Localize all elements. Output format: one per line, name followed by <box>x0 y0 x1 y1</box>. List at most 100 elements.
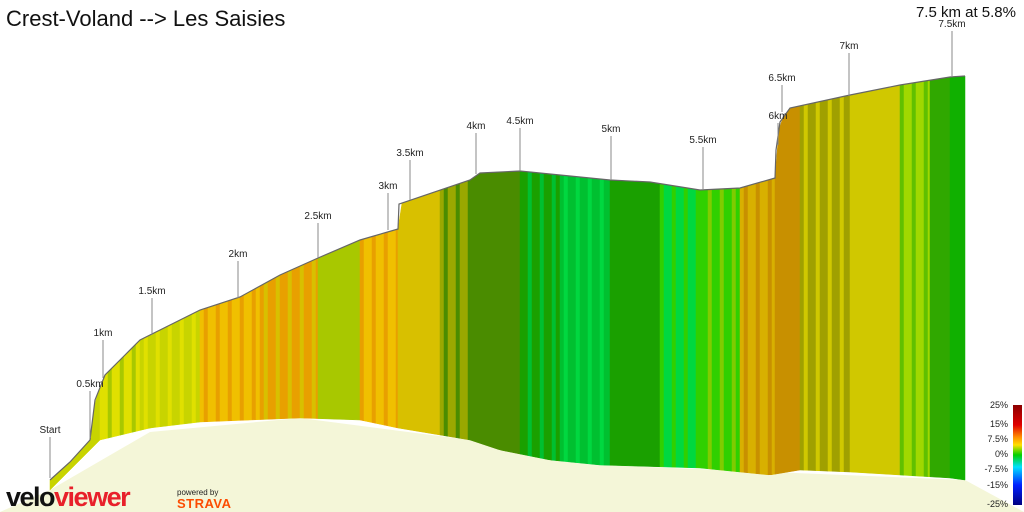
km-marker-label: 7km <box>840 41 859 52</box>
gradient-segment <box>135 339 141 432</box>
gradient-segment <box>505 171 511 453</box>
gradient-legend: 25% 15% 7.5% 0% -7.5% -15% -25% <box>975 400 1024 512</box>
km-marker-label: 1km <box>94 328 113 339</box>
gradient-segment <box>151 331 157 429</box>
gradient-segment <box>641 181 647 467</box>
gradient-segment <box>429 191 435 435</box>
gradient-segment <box>543 173 549 460</box>
gradient-segment <box>861 91 867 474</box>
gradient-segment <box>539 172 545 460</box>
gradient-segment <box>315 257 319 419</box>
gradient-segment <box>923 80 929 477</box>
gradient-segment <box>961 75 966 481</box>
strava-logo[interactable]: STRAVA <box>177 496 232 511</box>
gradient-segment <box>227 299 233 422</box>
gradient-segment <box>645 181 651 467</box>
chart-title: Crest-Voland --> Les Saisies <box>6 6 286 31</box>
gradient-segment <box>857 92 863 473</box>
gradient-segment <box>447 185 453 438</box>
gradient-segment <box>869 89 875 474</box>
gradient-segment <box>571 175 577 463</box>
gradient-segment <box>747 184 753 474</box>
gradient-segment <box>527 171 533 457</box>
gradient-segment <box>786 107 792 473</box>
gradient-segment <box>735 187 741 473</box>
gradient-segment <box>391 229 397 428</box>
gradient-segment <box>219 301 225 422</box>
gradient-segment <box>207 305 213 422</box>
gradient-segment <box>187 313 193 424</box>
gradient-segment <box>865 90 871 474</box>
gradient-segment <box>179 317 185 425</box>
gradient-segment <box>739 186 745 473</box>
gradient-segment <box>345 243 351 420</box>
gradient-segment <box>469 176 475 442</box>
gradient-segment <box>559 174 565 462</box>
gradient-segment <box>259 283 265 420</box>
gradient-segment <box>413 197 419 432</box>
gradient-segment <box>139 337 145 431</box>
gradient-segment <box>191 311 197 424</box>
gradient-segment <box>111 363 117 438</box>
gradient-segment <box>349 242 355 421</box>
gradient-segment <box>937 77 943 478</box>
gradient-segment <box>607 179 611 466</box>
gradient-segment <box>509 171 515 454</box>
gradient-segment <box>455 183 461 439</box>
gradient-segment <box>247 289 253 421</box>
gradient-segment <box>459 181 465 440</box>
gradient-segment <box>823 99 829 472</box>
gradient-segment <box>119 355 125 436</box>
km-marker-label: 7.5km <box>938 19 965 30</box>
gradient-segment <box>687 187 693 469</box>
gradient-segment <box>283 271 289 419</box>
gradient-segment <box>513 170 519 454</box>
gradient-segment <box>957 75 963 480</box>
gradient-segment <box>417 195 423 433</box>
gradient-segment <box>767 178 773 476</box>
legend-label: -25% <box>986 499 1008 509</box>
gradient-segment <box>715 188 721 471</box>
gradient-segment <box>303 262 309 419</box>
gradient-segment <box>275 274 281 420</box>
gradient-segment <box>375 233 381 425</box>
gradient-segment <box>371 235 377 424</box>
gradient-segment <box>235 296 241 421</box>
gradient-segment <box>231 297 237 421</box>
gradient-segment <box>363 237 369 422</box>
gradient-segment <box>295 265 301 419</box>
km-marker-label: 2.5km <box>304 211 331 222</box>
legend-label: 15% <box>989 419 1008 429</box>
gradient-segment <box>325 252 331 420</box>
gradient-color-bar <box>1013 405 1022 505</box>
gradient-segment <box>803 103 809 471</box>
gradient-segment <box>333 249 339 420</box>
gradient-segment <box>907 82 913 476</box>
gradient-segment <box>595 178 601 466</box>
gradient-segment <box>703 189 709 470</box>
gradient-segment <box>881 87 887 475</box>
gradient-segment <box>167 323 173 427</box>
gradient-segment <box>625 180 631 467</box>
powered-by-text: powered by <box>177 488 219 497</box>
gradient-segment <box>451 184 457 438</box>
km-marker-label: 5.5km <box>689 135 716 146</box>
gradient-segment <box>945 76 951 479</box>
gradient-segment <box>617 180 623 466</box>
gradient-segment <box>359 238 365 422</box>
gradient-segment <box>321 254 327 420</box>
gradient-segment <box>279 272 285 420</box>
gradient-segment <box>203 307 209 423</box>
veloviewer-logo[interactable]: veloviewer <box>6 482 131 512</box>
gradient-segment <box>567 175 573 463</box>
gradient-segment <box>485 172 491 448</box>
gradient-segment <box>827 98 833 472</box>
gradient-segment <box>497 171 503 451</box>
gradient-segment <box>799 104 805 471</box>
gradient-segment <box>657 182 661 468</box>
gradient-segment <box>637 181 643 467</box>
gradient-segment <box>223 300 229 422</box>
gradient-segment <box>911 82 917 477</box>
gradient-segment <box>159 327 165 428</box>
